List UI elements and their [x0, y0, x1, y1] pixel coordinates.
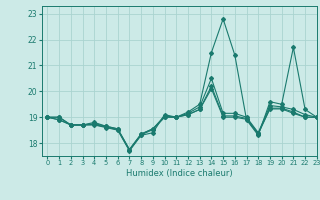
- X-axis label: Humidex (Indice chaleur): Humidex (Indice chaleur): [126, 169, 233, 178]
